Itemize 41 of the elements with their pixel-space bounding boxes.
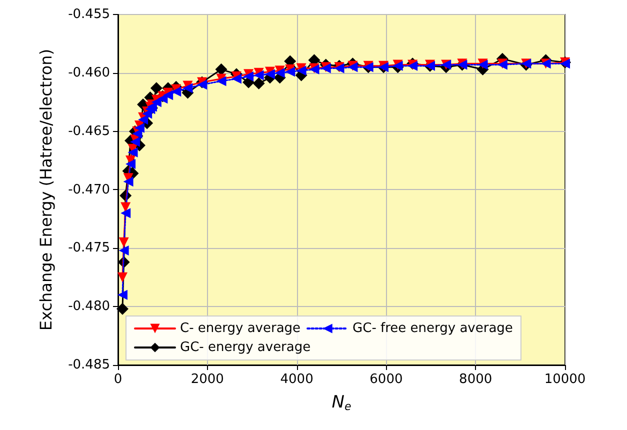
point: [182, 83, 193, 94]
y-tick-label: -0.455: [68, 7, 110, 22]
point: [118, 237, 129, 248]
point: [264, 69, 275, 80]
y-axis-title: Exchange Energy (Hatree/electron): [36, 48, 56, 331]
point: [216, 76, 226, 86]
point: [123, 176, 134, 187]
point: [117, 272, 128, 282]
y-tick-label: -0.480: [68, 299, 110, 314]
point: [163, 90, 174, 100]
y-tick-label: -0.470: [68, 182, 110, 198]
point: [134, 122, 144, 133]
legend-label: GC- energy average: [180, 340, 311, 355]
y-tick-label: -0.485: [68, 358, 110, 372]
x-tick-label: 2000: [190, 372, 224, 387]
x-tick-label: 0: [114, 372, 122, 387]
point: [285, 66, 296, 77]
y-tick-label: -0.460: [68, 65, 110, 80]
x-tick-label: 10000: [544, 372, 586, 387]
point: [126, 159, 136, 170]
point: [117, 290, 128, 300]
point: [197, 80, 208, 90]
point: [120, 202, 131, 212]
x-tick-label: 8000: [459, 372, 492, 387]
x-tick-label: 6000: [370, 372, 403, 387]
y-tick-label: -0.475: [68, 240, 110, 256]
point: [150, 82, 162, 94]
point: [138, 114, 148, 125]
point: [215, 63, 228, 76]
point: [252, 77, 265, 90]
point: [128, 147, 138, 158]
point: [116, 302, 128, 315]
point: [120, 208, 131, 218]
x-tick-label: 4000: [280, 372, 314, 387]
legend-label: C- energy average: [180, 321, 301, 336]
point: [296, 66, 306, 76]
y-tick-label: -0.465: [68, 124, 110, 139]
point: [231, 74, 242, 84]
legend-label: GC- free energy average: [352, 321, 513, 336]
point: [254, 70, 264, 80]
point: [118, 246, 129, 256]
